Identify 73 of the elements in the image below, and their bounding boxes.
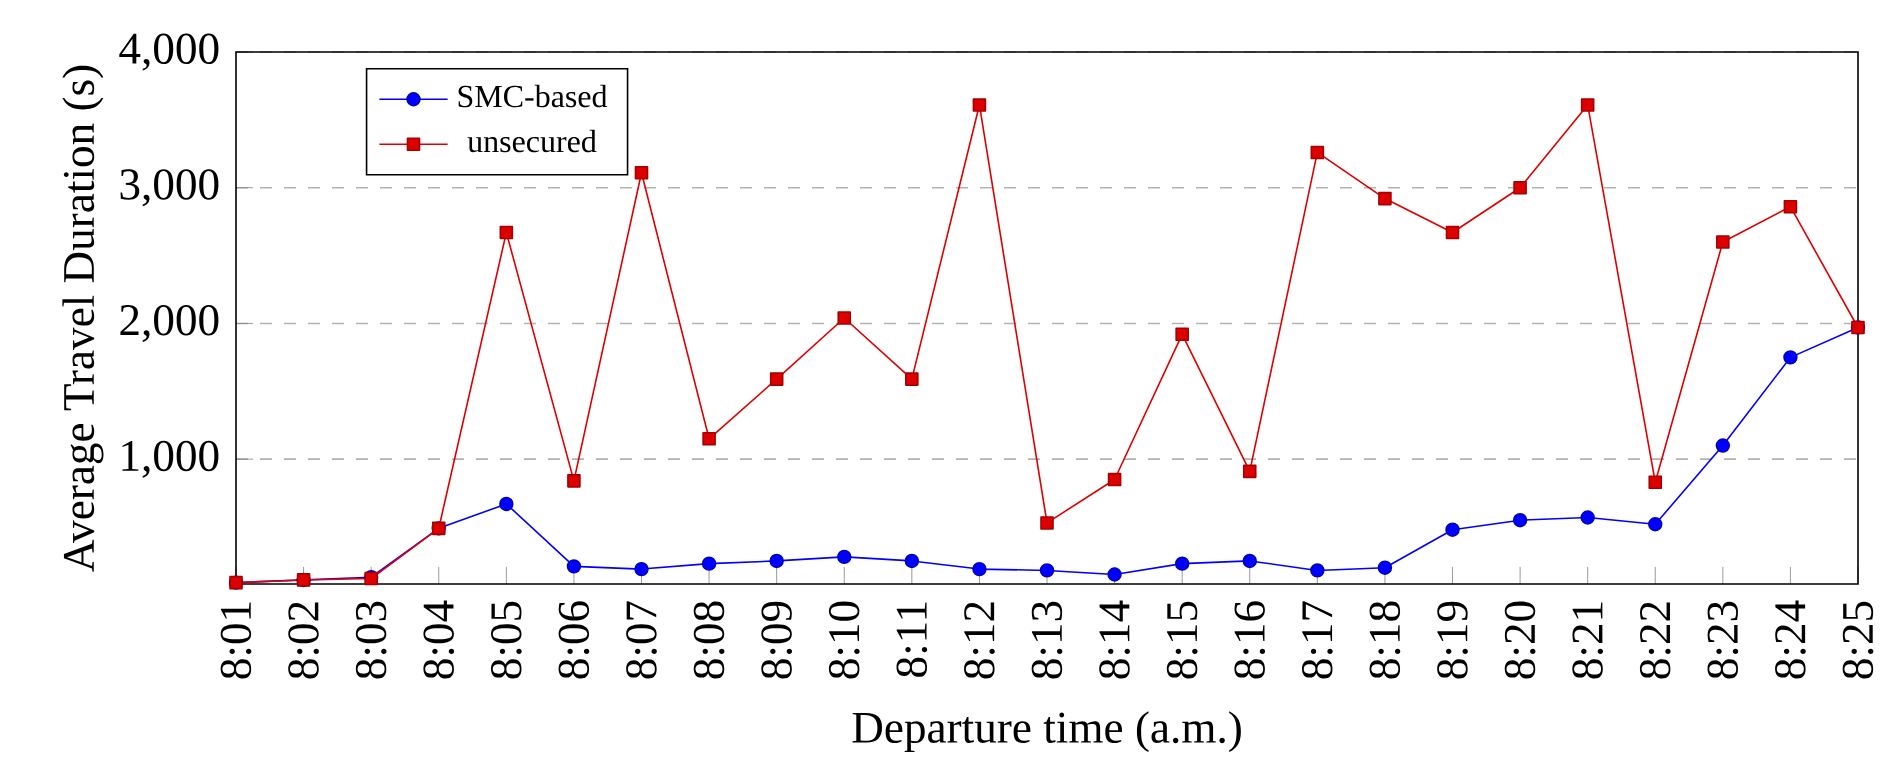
x-tick-label: 8:06	[558, 601, 590, 679]
point	[1175, 327, 1189, 342]
point	[566, 559, 582, 574]
y-tick-label: 3,000	[120, 169, 219, 207]
point	[837, 311, 852, 325]
point	[499, 496, 514, 512]
point	[1648, 517, 1663, 532]
point	[1040, 516, 1054, 530]
x-tick-label: 8:18	[1369, 601, 1401, 679]
x-tick-label: 8:17	[1302, 601, 1333, 679]
x-tick-label: 8:23	[1707, 601, 1739, 679]
y-tick-label: 1,000	[122, 440, 219, 478]
point	[1107, 567, 1122, 582]
point	[1445, 522, 1460, 537]
point	[499, 225, 514, 240]
x-tick-label: 8:11	[896, 602, 928, 677]
point	[1310, 563, 1325, 578]
point	[1580, 98, 1595, 112]
point	[1107, 472, 1122, 487]
point	[1783, 350, 1798, 365]
x-tick-label: 8:01	[220, 602, 252, 679]
x-tick-label: 8:15	[1166, 601, 1198, 679]
x-tick-label: 8:22	[1639, 602, 1671, 679]
x-tick-label: 8:05	[491, 601, 522, 679]
point	[702, 431, 716, 446]
x-tick-label: 8:14	[1099, 600, 1130, 679]
x-tick-label: 8:10	[828, 601, 860, 679]
point	[1783, 199, 1798, 214]
x-tick-label: 8:08	[693, 601, 725, 679]
point	[1580, 510, 1595, 525]
x-tick-label: 8:07	[626, 601, 657, 679]
x-tick-label: 8:02	[288, 602, 319, 679]
legend-label: unsecured	[467, 129, 597, 153]
point	[1174, 556, 1190, 571]
point	[1648, 475, 1663, 490]
point	[769, 372, 784, 386]
point	[769, 553, 784, 569]
point	[634, 165, 649, 180]
x-tick-label: 8:13	[1031, 601, 1063, 679]
point	[1310, 145, 1325, 160]
point	[837, 549, 852, 565]
legend-label: SMC-based	[458, 84, 608, 108]
point	[1513, 180, 1527, 195]
y-tick-label: 2,000	[120, 304, 219, 342]
point	[1377, 560, 1393, 575]
y-axis-title: Average Travel Duration (s)	[62, 65, 104, 572]
point	[905, 372, 919, 386]
point	[1242, 553, 1257, 569]
point	[1378, 191, 1392, 206]
point	[567, 474, 581, 488]
point	[1039, 563, 1055, 578]
point	[701, 556, 717, 571]
x-tick-label: 8:24	[1775, 600, 1806, 679]
x-tick-label: 8:21	[1572, 602, 1604, 679]
x-tick-label: 8:04	[423, 600, 455, 679]
x-tick-label: 8:20	[1504, 601, 1536, 679]
x-tick-label: 8:25	[1842, 601, 1874, 679]
x-tick-label: 8:12	[964, 602, 995, 679]
x-tick-label: 8:09	[761, 601, 793, 679]
point	[634, 561, 649, 577]
x-axis-title: Departure time (a.m.)	[852, 711, 1241, 753]
x-tick-label: 8:16	[1234, 601, 1266, 679]
point	[904, 553, 920, 569]
point	[972, 98, 987, 112]
point	[1716, 235, 1730, 249]
point	[972, 561, 987, 577]
point	[1715, 438, 1731, 453]
point	[1445, 225, 1460, 240]
point	[1242, 464, 1257, 479]
y-tick-label: 4,000	[119, 33, 219, 71]
x-tick-label: 8:03	[355, 601, 387, 679]
point	[1512, 513, 1528, 528]
x-tick-label: 8:19	[1437, 601, 1468, 679]
